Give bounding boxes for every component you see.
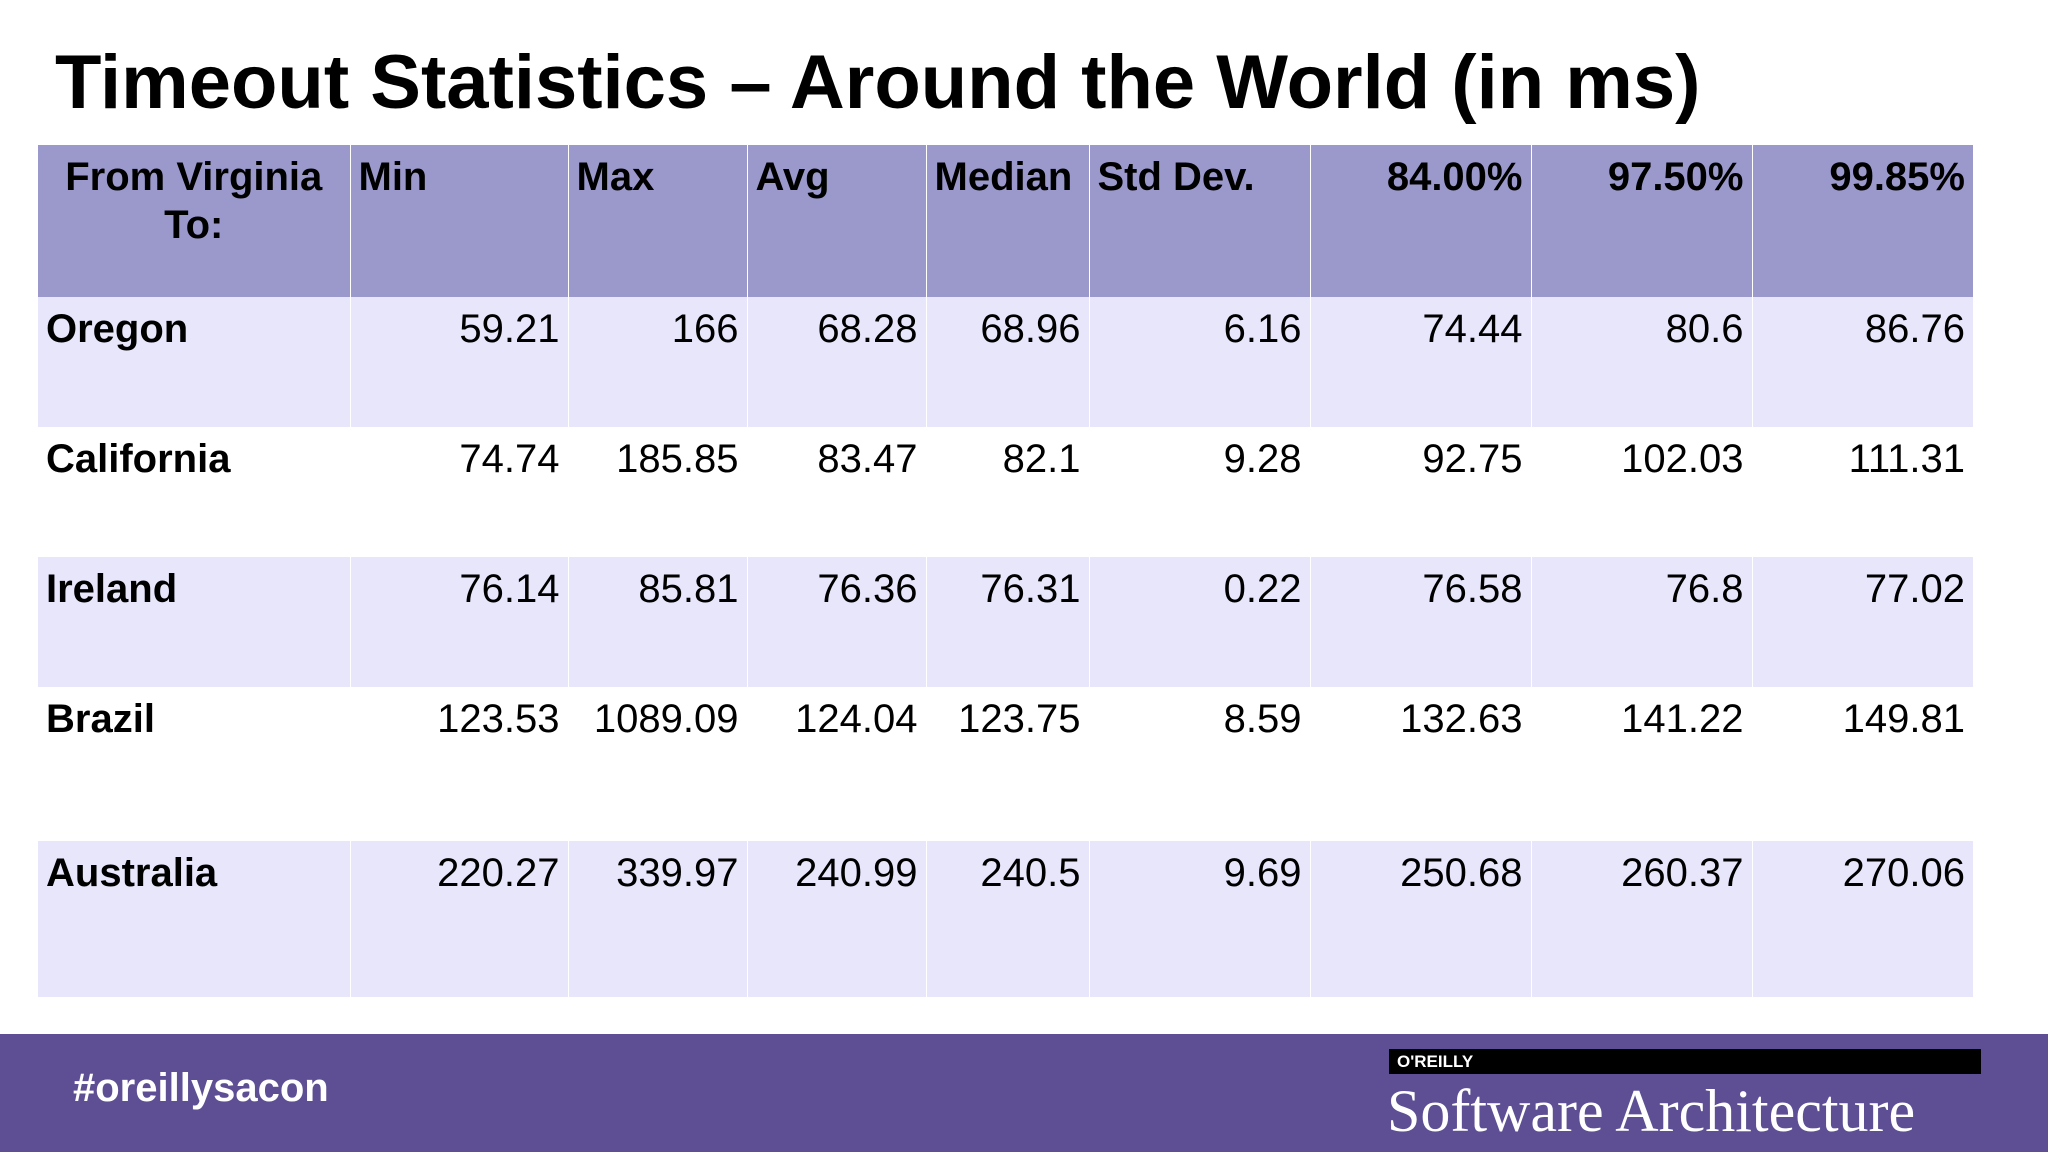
column-header-min: Min [349, 145, 568, 297]
column-header-p99-85: 99.85% [1751, 145, 1973, 297]
row-location: Brazil [46, 697, 155, 741]
cell-min: 74.74 [349, 427, 568, 557]
cell-p97-5: 260.37 [1530, 841, 1752, 997]
cell-max: 166 [567, 297, 747, 427]
cell-max: 85.81 [567, 557, 747, 687]
oreilly-logo: O'REILLY [1389, 1049, 1981, 1074]
cell-median: 68.96 [925, 297, 1089, 427]
table-row: California 74.74 185.85 83.47 82.1 9.28 … [38, 427, 1973, 557]
cell-min: 76.14 [349, 557, 568, 687]
publisher-label: O'REILLY [1397, 1052, 1474, 1071]
cell-p99-85: 86.76 [1751, 297, 1973, 427]
column-header-p97-5: 97.50% [1530, 145, 1752, 297]
cell-std-dev: 0.22 [1088, 557, 1310, 687]
cell-std-dev: 8.59 [1088, 687, 1310, 841]
cell-max: 339.97 [567, 841, 747, 997]
table-row: Oregon 59.21 166 68.28 68.96 6.16 74.44 … [38, 297, 1973, 427]
timeout-stats-table: From Virginia To: Min Max Avg Median Std… [38, 145, 1973, 997]
row-location: Oregon [46, 307, 189, 351]
table-row: Brazil 123.53 1089.09 124.04 123.75 8.59… [38, 687, 1973, 841]
cell-std-dev: 9.69 [1088, 841, 1310, 997]
cell-avg: 124.04 [746, 687, 926, 841]
conference-hashtag: #oreillysacon [73, 1066, 329, 1110]
cell-p97-5: 80.6 [1530, 297, 1752, 427]
column-header-std-dev: Std Dev. [1088, 145, 1310, 297]
column-header-location: From Virginia To: [65, 155, 323, 247]
cell-min: 59.21 [349, 297, 568, 427]
table-row: Ireland 76.14 85.81 76.36 76.31 0.22 76.… [38, 557, 1973, 687]
cell-p84: 250.68 [1309, 841, 1531, 997]
cell-p84: 92.75 [1309, 427, 1531, 557]
cell-std-dev: 9.28 [1088, 427, 1310, 557]
cell-p99-85: 111.31 [1751, 427, 1973, 557]
product-logo: Software Architecture [1387, 1078, 1916, 1144]
cell-p84: 74.44 [1309, 297, 1531, 427]
row-location: California [46, 437, 231, 481]
cell-avg: 240.99 [746, 841, 926, 997]
cell-avg: 83.47 [746, 427, 926, 557]
cell-p99-85: 270.06 [1751, 841, 1973, 997]
cell-p99-85: 77.02 [1751, 557, 1973, 687]
cell-p97-5: 141.22 [1530, 687, 1752, 841]
column-header-max: Max [567, 145, 747, 297]
slide-footer: #oreillysacon O'REILLY Software Architec… [0, 1034, 2048, 1152]
cell-p84: 76.58 [1309, 557, 1531, 687]
column-header-p84: 84.00% [1309, 145, 1531, 297]
column-header-median: Median [925, 145, 1089, 297]
row-location: Australia [46, 851, 218, 895]
table-header-row: From Virginia To: Min Max Avg Median Std… [38, 145, 1973, 297]
table-row: Australia 220.27 339.97 240.99 240.5 9.6… [38, 841, 1973, 997]
slide-title: Timeout Statistics – Around the World (i… [55, 40, 1701, 125]
cell-p97-5: 102.03 [1530, 427, 1752, 557]
cell-p99-85: 149.81 [1751, 687, 1973, 841]
row-location: Ireland [46, 567, 178, 611]
cell-min: 123.53 [349, 687, 568, 841]
cell-avg: 76.36 [746, 557, 926, 687]
cell-std-dev: 6.16 [1088, 297, 1310, 427]
cell-median: 82.1 [925, 427, 1089, 557]
cell-min: 220.27 [349, 841, 568, 997]
cell-avg: 68.28 [746, 297, 926, 427]
column-header-avg: Avg [746, 145, 926, 297]
cell-max: 185.85 [567, 427, 747, 557]
cell-p84: 132.63 [1309, 687, 1531, 841]
cell-max: 1089.09 [567, 687, 747, 841]
cell-p97-5: 76.8 [1530, 557, 1752, 687]
cell-median: 123.75 [925, 687, 1089, 841]
cell-median: 240.5 [925, 841, 1089, 997]
cell-median: 76.31 [925, 557, 1089, 687]
